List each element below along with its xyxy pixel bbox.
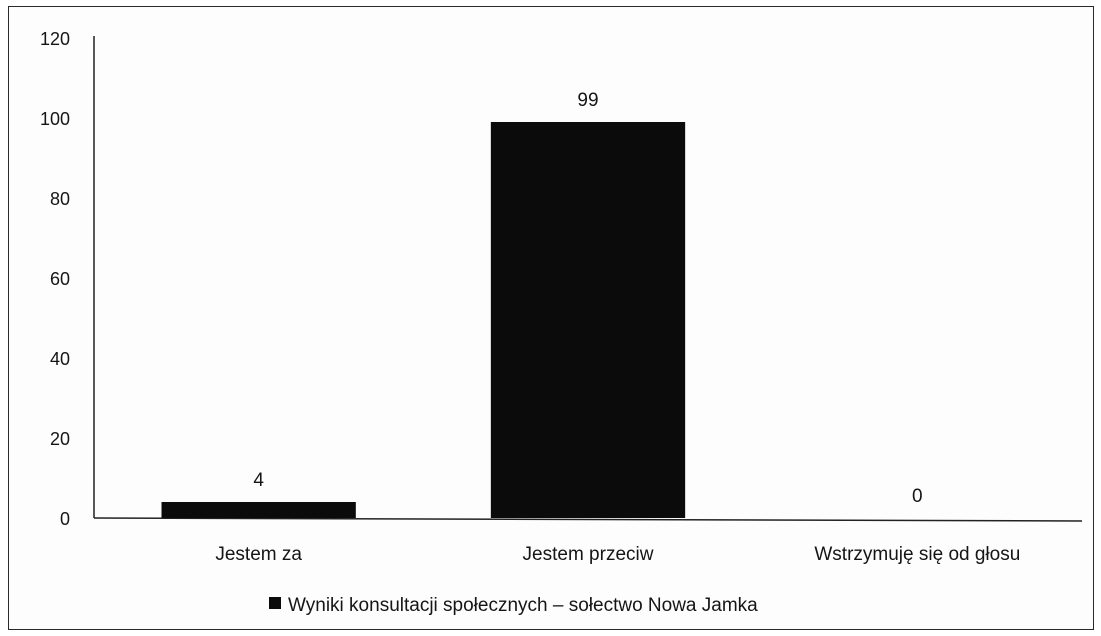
data-labels: 4 99 0: [253, 90, 922, 507]
bar-value-label: 0: [912, 486, 923, 507]
y-tick-label: 120: [40, 29, 70, 49]
y-tick-label: 0: [60, 509, 70, 529]
y-tick-label: 20: [50, 429, 70, 449]
x-category-label: Jestem przeciw: [523, 544, 654, 565]
bar-value-label: 99: [577, 90, 598, 111]
x-axis: Jestem za Jestem przeciw Wstrzymuję się od…: [93, 517, 1083, 565]
legend-swatch: [269, 597, 281, 609]
legend-label: Wyniki konsultacji społecznych – sołectw…: [288, 595, 758, 616]
x-category-label: Wstrzymuję się od głosu: [814, 544, 1020, 565]
x-axis-line: [93, 517, 1083, 522]
bar: [490, 122, 686, 518]
y-axis: 0 20 40 60 80 100 120: [40, 29, 95, 529]
y-tick-label: 100: [40, 109, 70, 129]
bar: [161, 502, 356, 518]
legend: Wyniki konsultacji społecznych – sołectw…: [269, 595, 758, 616]
bar-value-label: 4: [253, 470, 264, 491]
y-tick-label: 60: [50, 269, 70, 289]
y-tick-label: 80: [50, 189, 70, 209]
x-category-label: Jestem za: [215, 544, 302, 565]
bars: [161, 122, 686, 518]
y-tick-label: 40: [50, 349, 70, 369]
